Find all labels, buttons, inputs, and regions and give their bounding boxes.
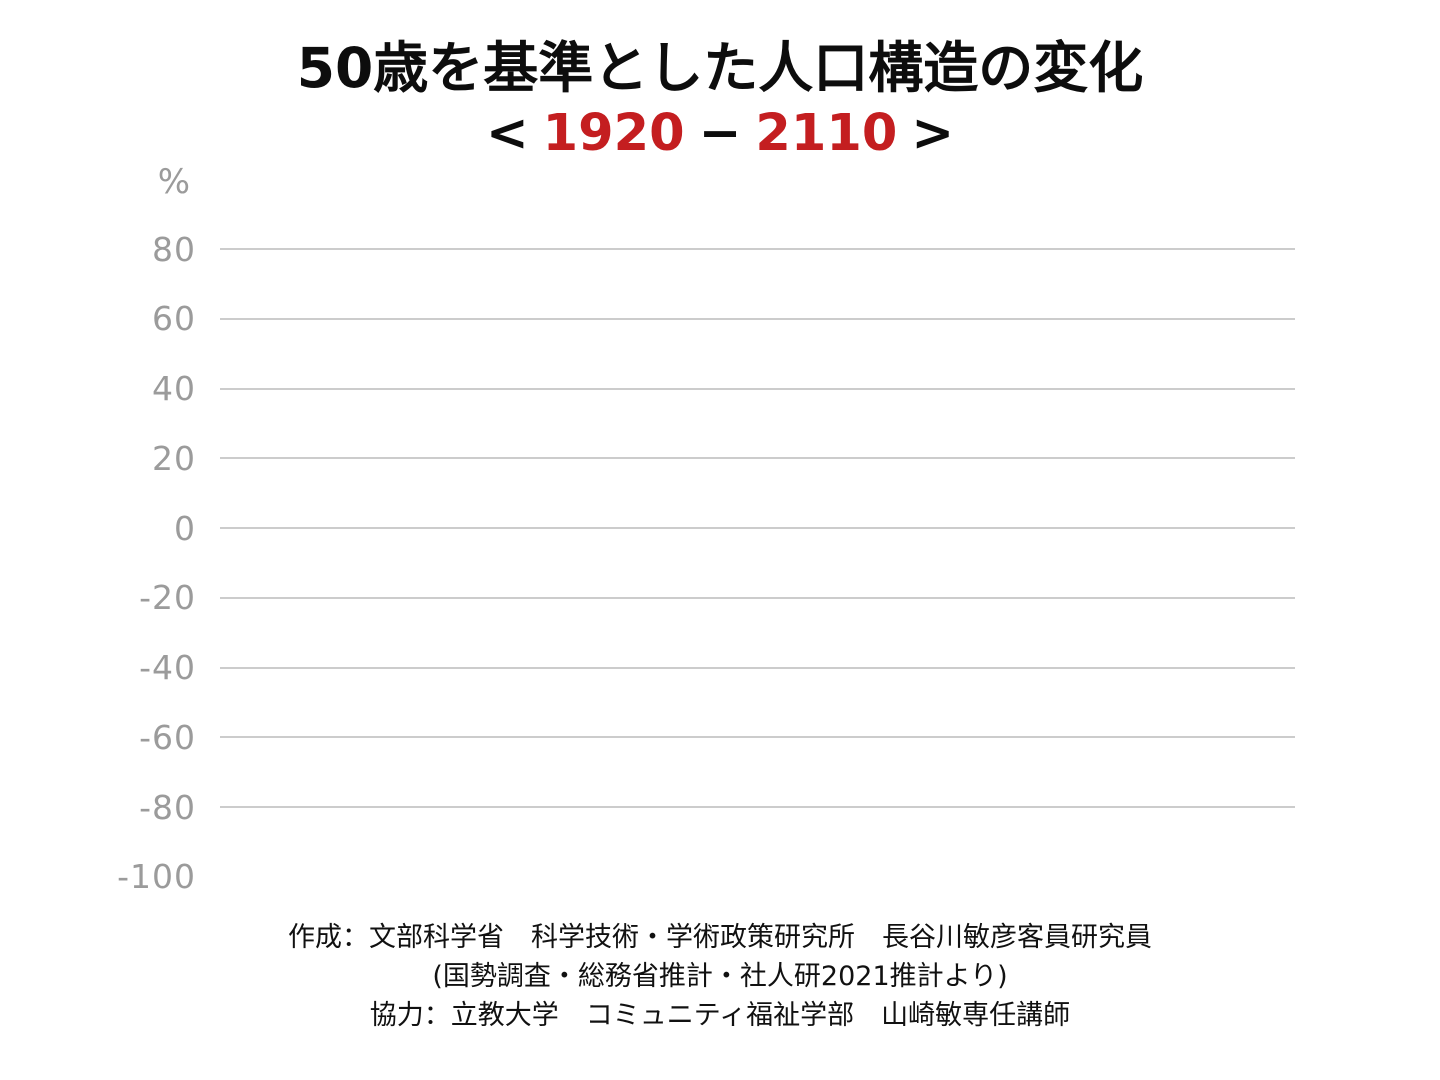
gridline: [220, 596, 1295, 599]
subtitle-end-year: 2110: [755, 103, 898, 163]
y-tick-row: 20: [60, 436, 1295, 480]
gridline: [220, 736, 1295, 739]
y-tick-row: -40: [60, 646, 1295, 690]
attribution-line-source: (国勢調査・総務省推計・社人研2021推計より): [432, 961, 1008, 992]
attribution-line-cooperation: 協力：立教大学 コミュニティ福祉学部 山崎敏専任講師: [369, 1000, 1071, 1031]
y-tick-label: -100: [117, 857, 196, 897]
y-tick-label: 40: [152, 369, 196, 408]
chart-title: 50歳を基準とした人口構造の変化: [296, 36, 1144, 100]
gridline: [220, 248, 1295, 250]
subtitle-dash: −: [698, 103, 742, 163]
attribution-line-created-by: 作成：文部科学省 科学技術・学術政策研究所 長谷川敏彦客員研究員: [288, 922, 1152, 953]
gridline: [220, 666, 1295, 669]
y-tick-row: 0: [60, 506, 1295, 550]
y-tick-label: 20: [152, 438, 196, 478]
y-tick-label: -80: [139, 787, 196, 827]
subtitle-close-angle: >: [911, 103, 955, 163]
y-tick-row: -80: [60, 785, 1295, 829]
y-tick-row: -60: [60, 715, 1295, 759]
subtitle-open-angle: <: [485, 103, 529, 163]
y-tick-label: 60: [152, 299, 196, 339]
chart-header: 50歳を基準とした人口構造の変化 <1920−2110 >: [0, 36, 1440, 163]
gridline: [220, 317, 1295, 320]
gridline: [220, 527, 1295, 529]
gridline: [220, 457, 1295, 460]
y-tick-label: -20: [139, 578, 196, 618]
y-tick-label: 80: [152, 229, 196, 269]
y-tick-label: 0: [174, 508, 196, 548]
y-tick-row: -20: [60, 576, 1295, 620]
y-axis-unit-label: %: [157, 162, 190, 202]
y-tick-row: 40: [60, 367, 1295, 411]
y-tick-label: -60: [139, 717, 196, 757]
chart-subtitle: <1920−2110 >: [0, 103, 1440, 163]
y-tick-row: 80: [60, 227, 1295, 271]
y-tick-row: 60: [60, 297, 1295, 341]
y-tick-label: -40: [139, 648, 196, 687]
gridline: [220, 806, 1295, 808]
attribution-block: 作成：文部科学省 科学技術・学術政策研究所 長谷川敏彦客員研究員 (国勢調査・総…: [0, 918, 1440, 1035]
y-tick-row: -100: [60, 855, 196, 899]
gridline: [220, 387, 1295, 390]
subtitle-start-year: 1920: [542, 103, 685, 163]
